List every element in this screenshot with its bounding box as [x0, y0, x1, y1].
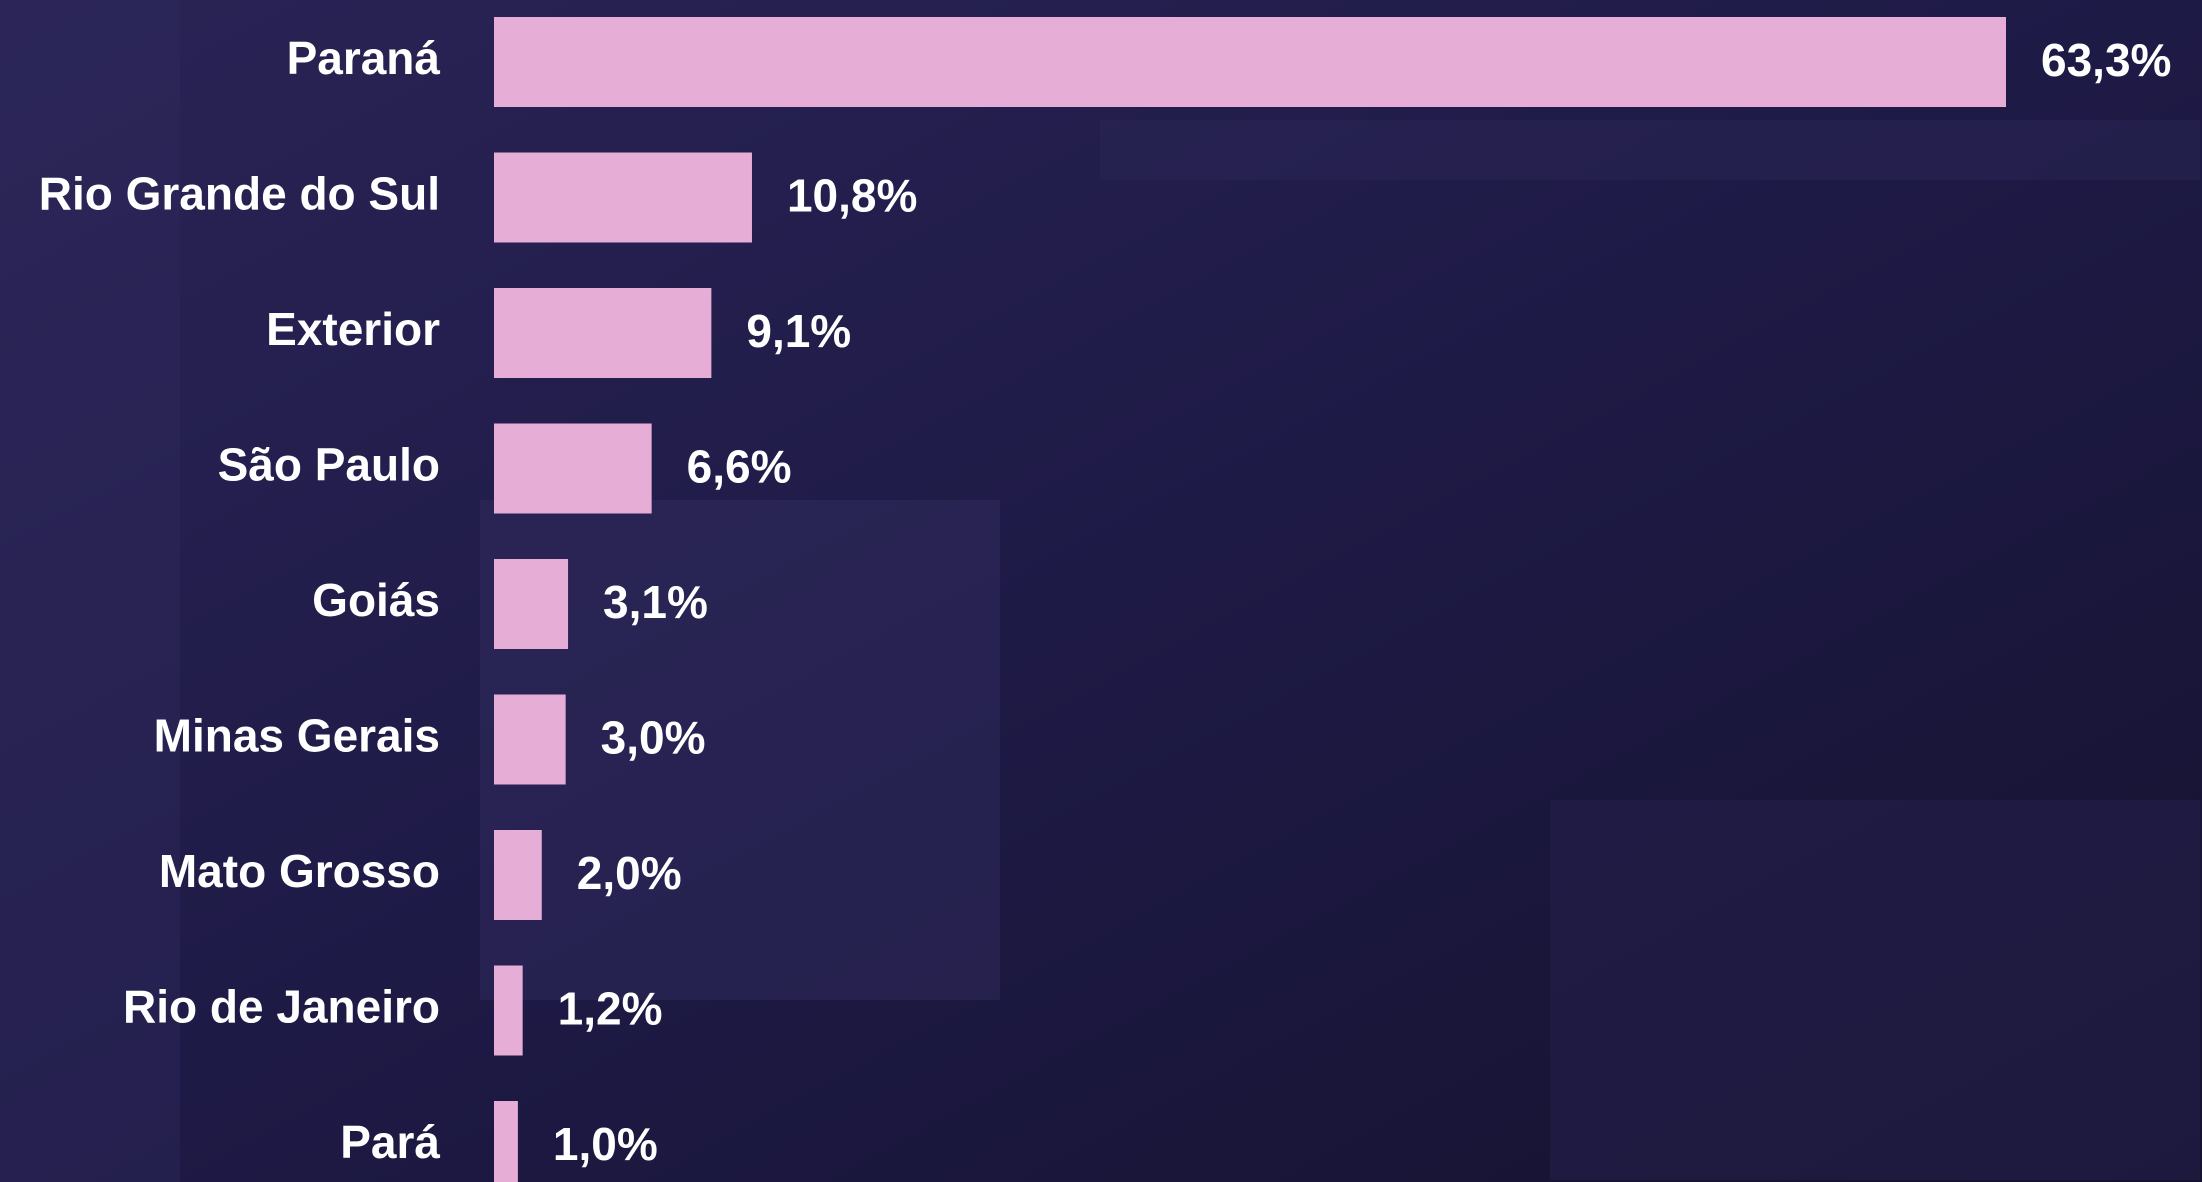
- value-label: 3,0%: [601, 712, 706, 764]
- bar: [494, 559, 568, 649]
- bar: [494, 17, 2006, 107]
- category-label: Rio de Janeiro: [123, 981, 440, 1033]
- bar: [494, 966, 523, 1056]
- bar: [494, 1101, 518, 1182]
- value-label: 2,0%: [577, 847, 682, 899]
- value-label: 9,1%: [746, 305, 851, 357]
- value-label: 10,8%: [787, 170, 917, 222]
- category-label: Paraná: [287, 32, 441, 84]
- bar: [494, 288, 711, 378]
- photo-shade: [1100, 120, 2200, 180]
- bar: [494, 153, 752, 243]
- value-label: 1,2%: [558, 983, 663, 1035]
- category-label: Exterior: [266, 303, 440, 355]
- category-label: Rio Grande do Sul: [39, 168, 440, 220]
- photo-shade: [1550, 800, 2200, 1180]
- bar: [494, 830, 542, 920]
- category-label: Goiás: [312, 574, 440, 626]
- bar: [494, 424, 652, 514]
- page: Paraná 63,3% Rio Grande do Sul 10,8% Exterio…: [0, 0, 2202, 1182]
- category-label: Pará: [340, 1116, 440, 1168]
- value-label: 63,3%: [2041, 34, 2171, 86]
- chart: Paraná 63,3% Rio Grande do Sul 10,8% Exterio…: [0, 0, 2202, 1182]
- value-label: 6,6%: [687, 441, 792, 493]
- category-label: Minas Gerais: [154, 710, 440, 762]
- bar: [494, 695, 566, 785]
- category-label: São Paulo: [218, 439, 440, 491]
- value-label: 3,1%: [603, 576, 708, 628]
- value-label: 1,0%: [553, 1118, 658, 1170]
- category-label: Mato Grosso: [159, 845, 440, 897]
